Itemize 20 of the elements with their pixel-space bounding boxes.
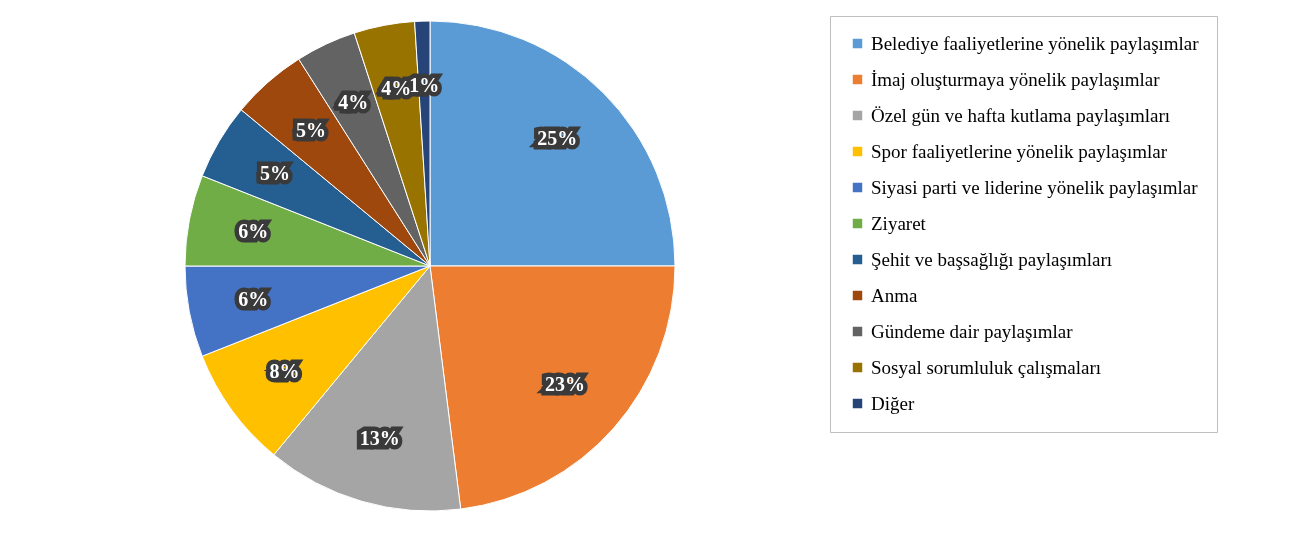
legend-label: Siyasi parti ve liderine yönelik paylaşımlar bbox=[871, 176, 1199, 198]
legend-label: Sosyal sorumluluk çalışmaları bbox=[871, 356, 1102, 378]
legend-label: Ziyaret bbox=[871, 212, 927, 234]
data-label: 4% bbox=[338, 91, 369, 114]
legend-label: Şehit ve başsağlığı paylaşımları bbox=[871, 248, 1113, 270]
legend-label: İmaj oluşturmaya yönelik paylaşımlar bbox=[871, 68, 1161, 90]
legend-label: Spor faaliyetlerine yönelik paylaşımlar bbox=[871, 140, 1168, 162]
data-label: 8% bbox=[269, 359, 300, 382]
data-label: 6% bbox=[238, 220, 269, 243]
legend-label: Özel gün ve hafta kutlama paylaşımları bbox=[871, 104, 1171, 126]
legend-label: Gündeme dair paylaşımlar bbox=[871, 320, 1074, 342]
data-label: 6% bbox=[238, 287, 269, 310]
legend-label: Diğer bbox=[871, 392, 915, 414]
legend-label: Belediye faaliyetlerine yönelik paylaşımlar bbox=[871, 32, 1200, 54]
data-label: 5% bbox=[295, 118, 326, 141]
data-label: 1% bbox=[409, 74, 440, 97]
data-label: 13% bbox=[359, 426, 400, 449]
data-label: 25% bbox=[537, 126, 578, 149]
legend-label: Anma bbox=[871, 284, 918, 306]
data-label: 5% bbox=[260, 162, 291, 185]
